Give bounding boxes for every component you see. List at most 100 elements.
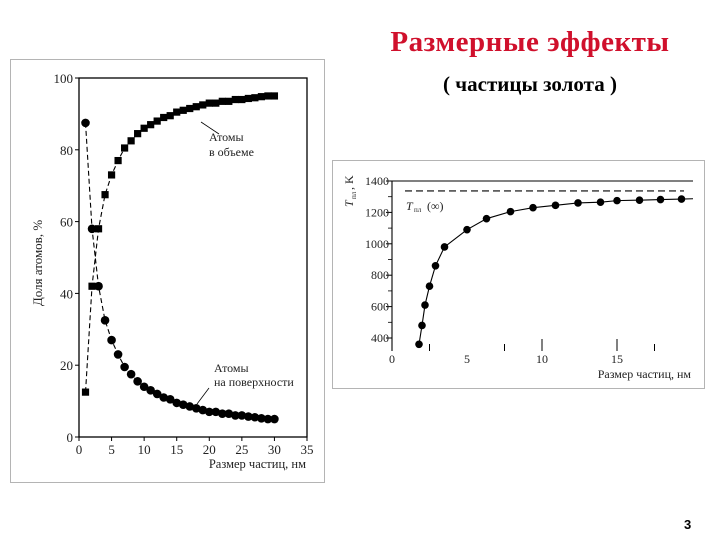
data-point-circle <box>211 407 221 417</box>
label-volume-1: Атомы <box>209 130 244 144</box>
data-point-square <box>173 108 181 116</box>
data-point-circle <box>139 382 149 392</box>
slide-subtitle: ( частицы золота ) <box>443 72 617 96</box>
data-point-square <box>179 106 187 114</box>
data-point-circle <box>440 243 449 251</box>
data-point-square <box>166 112 174 120</box>
data-point-circle <box>100 316 110 325</box>
data-point-square <box>88 282 96 290</box>
y-tick-label: 100 <box>54 71 74 86</box>
data-point-circle <box>165 395 175 404</box>
data-point-circle <box>120 362 129 372</box>
data-point-circle <box>81 118 90 128</box>
y-tick-label: 1400 <box>365 174 389 188</box>
data-point-circle <box>415 340 423 349</box>
label-surface-1: Атомы <box>214 361 249 375</box>
data-point-square <box>192 103 200 111</box>
data-point-circle <box>133 377 142 386</box>
data-point-circle <box>529 203 537 212</box>
data-point-circle <box>178 400 188 409</box>
x-tick-label: 15 <box>611 352 623 366</box>
data-point-square <box>121 144 129 152</box>
slide-title: Размерные эффекты <box>390 26 670 58</box>
y-tick-label: 400 <box>371 331 389 345</box>
svg-text:, K: , K <box>342 175 356 190</box>
data-point-square <box>231 95 239 104</box>
data-point-circle <box>635 196 644 204</box>
data-point-circle <box>146 386 155 395</box>
data-point-circle <box>463 225 471 234</box>
data-point-circle <box>237 411 247 420</box>
x-tick-label: 25 <box>235 442 248 457</box>
y-tick-label: 1200 <box>365 205 389 219</box>
data-point-square <box>244 94 252 103</box>
data-point-circle <box>87 224 97 234</box>
page-number: 3 <box>684 517 692 532</box>
data-point-square <box>94 225 103 233</box>
data-point-circle <box>152 389 162 399</box>
data-point-square <box>264 92 272 100</box>
data-point-circle <box>198 405 208 415</box>
series-line <box>84 95 275 393</box>
y-axis-label: Доля атомов, % <box>30 220 45 306</box>
data-point-square <box>218 97 226 105</box>
data-point-square <box>107 171 116 179</box>
y-tick-label: 0 <box>67 430 74 445</box>
svg-text:T: T <box>406 199 414 213</box>
data-point-circle <box>263 414 273 424</box>
data-point-circle <box>159 393 168 402</box>
data-point-circle <box>94 281 103 291</box>
x-tick-label: 20 <box>203 442 216 457</box>
data-point-circle <box>126 369 136 379</box>
svg-text:Доля атомов, %: Доля атомов, % <box>30 220 45 306</box>
data-point-circle <box>224 409 234 418</box>
data-point-circle <box>191 403 201 413</box>
data-point-circle <box>204 407 214 417</box>
data-point-square <box>205 99 213 107</box>
data-point-square <box>114 156 122 165</box>
data-point-square <box>257 93 265 101</box>
data-point-square <box>251 94 259 102</box>
data-point-circle <box>482 214 491 223</box>
annotation-pointer <box>196 387 210 405</box>
data-point-circle <box>250 412 260 422</box>
data-point-square <box>81 388 90 396</box>
y-tick-label: 80 <box>60 143 73 158</box>
data-point-circle <box>113 350 123 359</box>
label-surface-2: на поверхности <box>214 375 294 389</box>
melting-temperature-chart: 400 600 800 1000 1200 1400 0 5 10 15 T пл , K T п… <box>342 174 694 381</box>
data-point-circle <box>613 196 621 205</box>
x-tick-label: 15 <box>170 442 183 457</box>
data-point-circle <box>231 411 240 420</box>
y-tick-label: 800 <box>371 268 389 282</box>
data-point-square <box>199 101 207 109</box>
data-point-square <box>140 124 148 132</box>
label-volume-2: в объеме <box>209 145 254 159</box>
svg-text:пл: пл <box>414 206 422 214</box>
data-point-square <box>212 99 220 107</box>
x-tick-label: 0 <box>76 442 83 457</box>
data-point-circle <box>596 198 605 206</box>
x-tick-label: 35 <box>301 442 314 457</box>
data-point-square <box>147 121 155 129</box>
data-point-square <box>225 97 233 105</box>
annotation-pointer <box>200 121 220 135</box>
data-point-square <box>127 137 135 145</box>
data-point-square <box>238 95 246 104</box>
data-point-circle <box>425 282 434 290</box>
x-tick-label: 10 <box>138 442 151 457</box>
x-tick-label: 5 <box>464 352 470 366</box>
data-point-circle <box>185 402 195 411</box>
data-point-circle <box>270 414 279 424</box>
svg-text:пл: пл <box>350 191 358 199</box>
data-point-square <box>153 117 161 125</box>
series-line <box>418 198 694 345</box>
data-point-circle <box>431 261 440 270</box>
y-tick-label: 600 <box>371 300 389 314</box>
data-point-square <box>160 113 168 122</box>
x-tick-label: 0 <box>389 352 395 366</box>
data-point-circle <box>218 409 227 418</box>
data-point-circle <box>418 321 426 330</box>
svg-text:T: T <box>342 199 356 207</box>
svg-text:(∞): (∞) <box>427 199 444 213</box>
